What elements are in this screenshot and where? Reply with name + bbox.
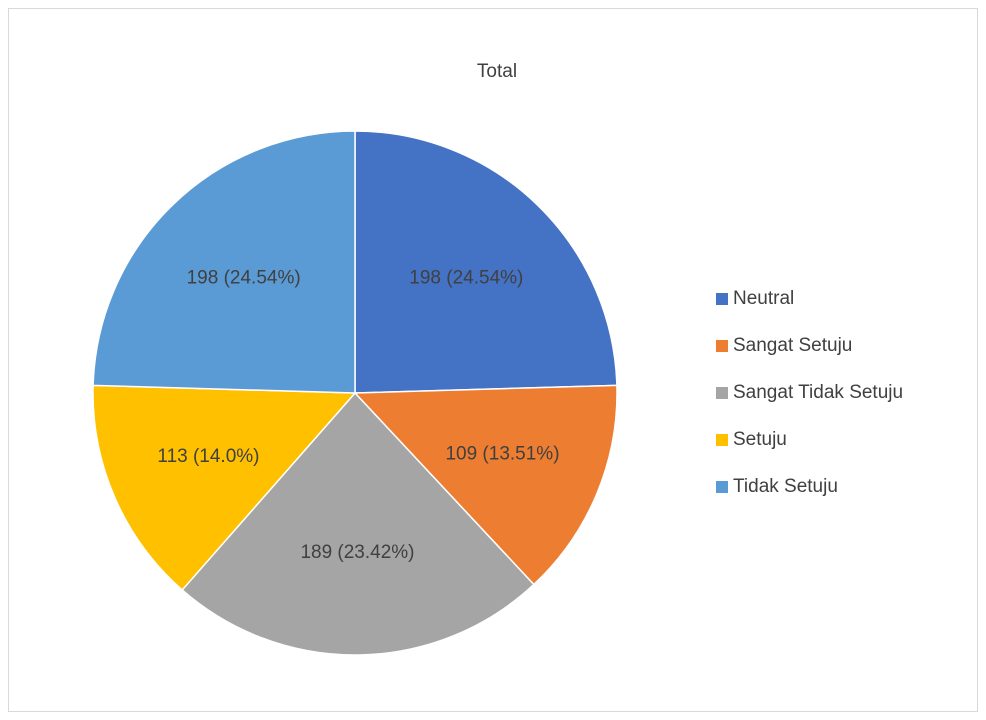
data-label: 198 (24.54%) [409,267,523,288]
pie-slice [92,130,356,394]
legend-label: Sangat Setuju [733,335,852,356]
pie-slice [181,391,535,656]
legend-swatch [716,293,728,305]
legend-label: Sangat Tidak Setuju [733,382,903,403]
pie-slice [353,384,618,586]
data-label: 189 (23.42%) [300,542,414,563]
legend-swatch [716,434,728,446]
legend-swatch [716,340,728,352]
legend-swatch [716,387,728,399]
pie-slice [354,130,618,394]
chart-title: Total [477,61,517,82]
data-label: 198 (24.54%) [187,267,301,288]
data-label: 109 (13.51%) [445,444,559,465]
pie-slice [92,384,357,591]
legend-swatch [716,481,728,493]
data-label: 113 (14.0%) [157,446,259,467]
legend-label: Tidak Setuju [733,476,838,497]
legend-label: Setuju [733,429,787,450]
legend-label: Neutral [733,288,794,309]
